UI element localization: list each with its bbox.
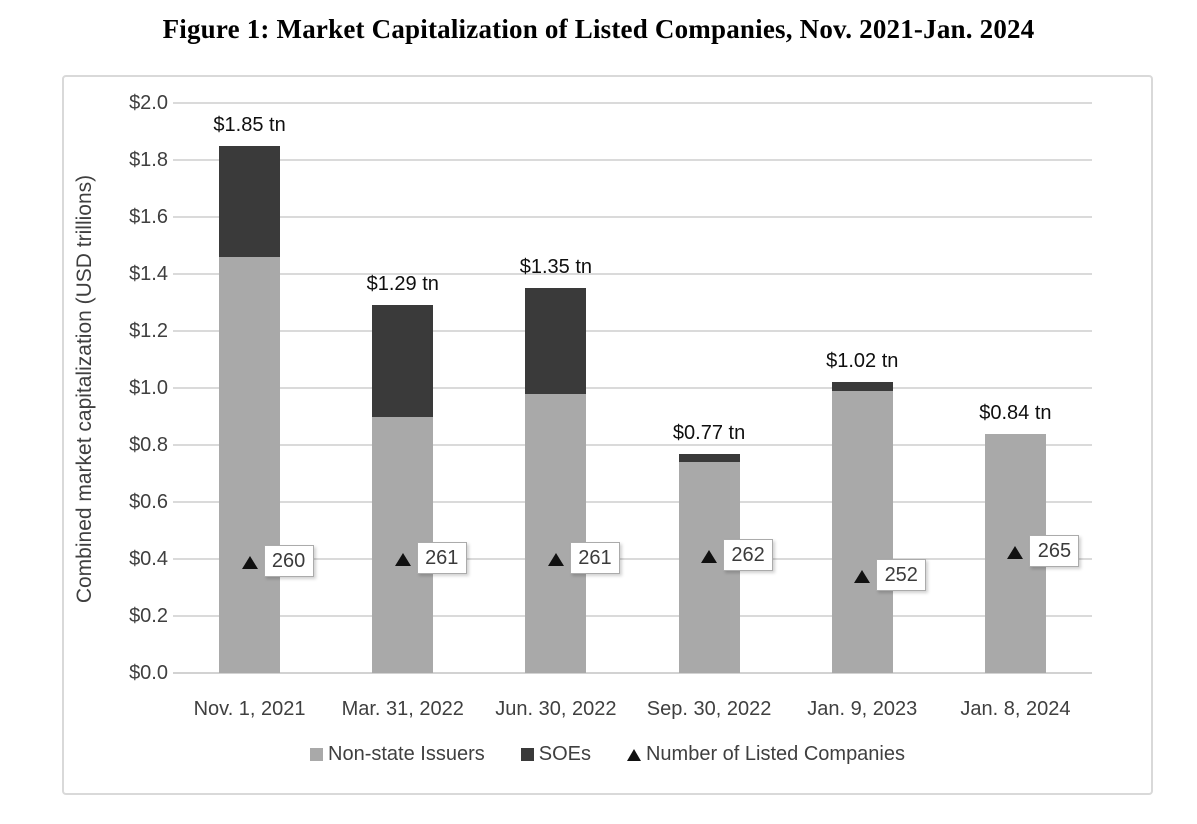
bar-segment-soes — [219, 145, 281, 257]
y-tick-label: $0.8 — [129, 434, 168, 456]
y-tick-label: $1.8 — [129, 149, 168, 171]
bar-segment-non-state-issuers — [831, 390, 893, 673]
legend-label-soes: SOEs — [538, 743, 591, 765]
gridline — [173, 444, 1092, 446]
bar-segment-soes — [678, 453, 740, 463]
x-tick-label: Jun. 30, 2022 — [495, 698, 617, 720]
legend-triangle-icon — [626, 748, 641, 761]
bar-total-label: $1.02 tn — [826, 350, 899, 373]
listed-companies-count-box: 261 — [416, 542, 467, 574]
legend-label-number-of-listed-companies: Number of Listed Companies — [645, 743, 905, 765]
bar-segment-soes — [831, 382, 893, 391]
x-tick-label: Jan. 9, 2023 — [807, 698, 918, 720]
gridline — [173, 615, 1092, 617]
bar-total-label: $1.35 tn — [519, 256, 593, 279]
x-tick-label: Jan. 8, 2024 — [960, 698, 1071, 720]
listed-companies-triangle-icon — [854, 570, 871, 584]
y-tick-label: $1.0 — [129, 377, 168, 399]
legend: Non-state Issuers SOEs Number of Listed Co… — [64, 743, 1151, 766]
y-tick-label: $1.6 — [129, 206, 168, 228]
gridline — [173, 501, 1092, 503]
listed-companies-triangle-icon — [701, 550, 718, 564]
listed-companies-triangle-icon — [241, 555, 258, 569]
gridline — [173, 558, 1092, 560]
legend-swatch-soes-icon — [520, 748, 534, 761]
legend-swatch-non-state-issuers-icon — [310, 748, 323, 761]
bar-total-label: $1.85 tn — [213, 113, 286, 136]
y-tick-label: $2.0 — [129, 92, 168, 114]
gridline — [173, 102, 1092, 104]
bar-total-label: $1.29 tn — [366, 273, 439, 296]
bar-segment-non-state-issuers — [219, 256, 281, 673]
gridline — [173, 330, 1092, 332]
legend-item-soes: SOEs — [520, 743, 591, 766]
listed-companies-triangle-icon — [394, 553, 411, 566]
bar-segment-soes — [525, 288, 587, 394]
bar-total-label: $0.84 tn — [979, 401, 1052, 424]
bar-total-label: $0.77 tn — [672, 421, 746, 444]
figure-title: Figure 1: Market Capitalization of Liste… — [162, 14, 1035, 44]
gridline — [173, 273, 1092, 275]
chart-frame: Combined market capitalization (USD tril… — [62, 75, 1153, 795]
listed-companies-count-box: 260 — [263, 544, 314, 577]
listed-companies-count-box: 252 — [876, 559, 927, 592]
x-tick-label: Nov. 1, 2021 — [193, 698, 306, 720]
y-tick-label: $0.2 — [129, 605, 168, 627]
x-tick-label: Mar. 31, 2022 — [341, 698, 464, 720]
listed-companies-triangle-icon — [1007, 545, 1024, 559]
gridline — [173, 159, 1092, 161]
legend-item-number-of-listed-companies: Number of Listed Companies — [626, 743, 905, 766]
gridline — [173, 216, 1092, 218]
y-tick-label: $0.4 — [129, 548, 168, 570]
y-tick-label: $1.4 — [129, 263, 168, 285]
listed-companies-count-box: 262 — [723, 539, 774, 572]
listed-companies-triangle-icon — [547, 553, 564, 566]
bar-segment-non-state-issuers — [525, 393, 587, 673]
listed-companies-count-box: 265 — [1029, 534, 1080, 567]
legend-item-non-state-issuers: Non-state Issuers — [310, 743, 485, 766]
y-tick-label: $0.0 — [129, 662, 168, 684]
bar-segment-soes — [372, 305, 434, 417]
y-tick-label: $0.6 — [129, 491, 168, 513]
y-tick-label: $1.2 — [129, 320, 168, 342]
listed-companies-count-box: 261 — [569, 542, 620, 574]
legend-label-non-state-issuers: Non-state Issuers — [328, 743, 485, 765]
x-tick-label: Sep. 30, 2022 — [646, 698, 772, 720]
y-axis-title: Combined market capitalization (USD tril… — [73, 174, 96, 604]
x-axis-line — [173, 672, 1092, 674]
plot-area: $1.85 tn $1.29 tn $1.35 tn $0.77 tn $1.02 tn… — [173, 102, 1092, 674]
gridline — [173, 387, 1092, 389]
